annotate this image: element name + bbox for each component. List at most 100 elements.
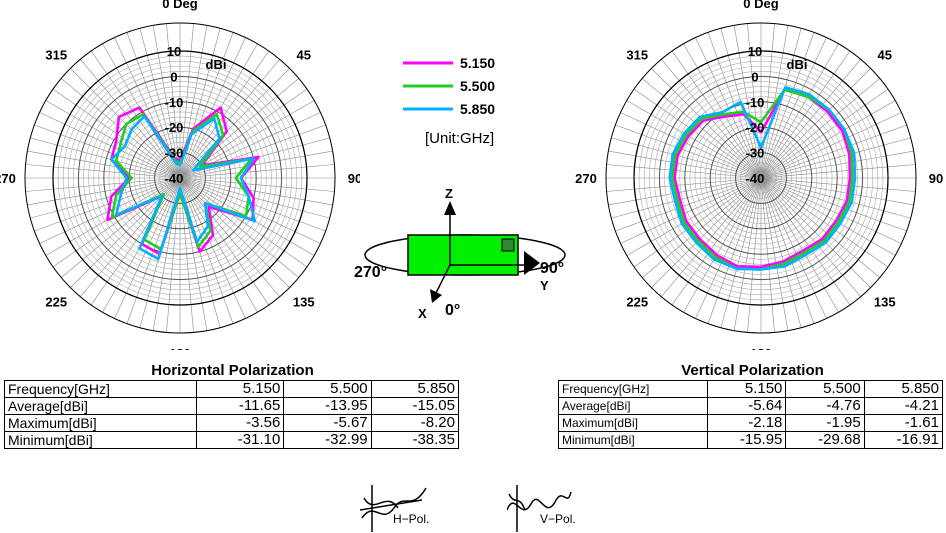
- series-line-5150: [673, 88, 852, 269]
- minor-ring: [139, 137, 221, 219]
- angle-label: 90: [929, 171, 943, 186]
- x-axis: [435, 264, 451, 294]
- major-ring: [154, 152, 206, 204]
- minor-ring: [98, 96, 262, 260]
- angle-label: 0 Deg: [162, 0, 197, 11]
- plot-boundary-ring: [52, 50, 308, 306]
- value-cell: 5.150: [195, 380, 285, 398]
- minor-ring: [62, 60, 298, 296]
- radial-tick-label: -40: [165, 171, 184, 186]
- minor-ring: [745, 162, 777, 194]
- row-header-cell: Average[dBi]: [4, 397, 197, 415]
- radial-tick-label: -30: [165, 146, 184, 161]
- angle-label: 45: [878, 47, 892, 62]
- radial-tick-label: 10: [167, 44, 181, 59]
- radial-tick-label: 10: [748, 44, 762, 59]
- radial-tick-label: -30: [746, 146, 765, 161]
- table-row: Maximum[dBi] -2.18 -1.95 -1.61: [557, 414, 944, 432]
- angle-label: 135: [293, 295, 315, 310]
- horizontal-polarization-table: Frequency[GHz] 5.150 5.500 5.850 Average[dBi…: [4, 380, 460, 449]
- minor-ring: [88, 86, 272, 270]
- angle-label: 45: [297, 47, 311, 62]
- value-cell: 5.500: [785, 380, 865, 398]
- value-cell: -31.10: [195, 431, 285, 449]
- z-arrow-icon: [444, 201, 456, 215]
- value-cell: -2.18: [707, 414, 787, 432]
- minor-ring: [740, 157, 782, 199]
- series-line-5850: [668, 85, 857, 271]
- radial-tick-label: 0: [170, 69, 177, 84]
- series-line-5500: [110, 112, 253, 251]
- table-row: Minimum[dBi] -31.10 -32.99 -38.35: [4, 431, 460, 449]
- angle-label: 180: [169, 346, 191, 350]
- table-row: Average[dBi] -5.64 -4.76 -4.21: [557, 397, 944, 415]
- deg-270-label: 270°: [354, 264, 387, 281]
- radial-tick-label: -10: [165, 95, 184, 110]
- outer-ring: [605, 22, 917, 334]
- deg-0-label: 0°: [445, 302, 460, 319]
- value-cell: -4.76: [785, 397, 865, 415]
- minor-ring: [654, 71, 868, 285]
- minor-ring: [174, 172, 186, 184]
- minor-ring: [694, 111, 828, 245]
- value-cell: -8.20: [370, 414, 460, 432]
- value-cell: -16.91: [863, 431, 944, 449]
- value-cell: -15.95: [707, 431, 787, 449]
- radial-tick-label: -40: [746, 171, 765, 186]
- value-cell: -4.21: [863, 397, 944, 415]
- table-row: Average[dBi] -11.65 -13.95 -15.05: [4, 397, 460, 415]
- value-cell: -15.05: [370, 397, 460, 415]
- radial-tick-label: -20: [165, 120, 184, 135]
- value-cell: -3.56: [195, 414, 285, 432]
- major-ring: [684, 101, 838, 255]
- angle-label: 270: [575, 171, 597, 186]
- vertical-polar-chart: 10 0 -10 -20 -30 -40 dBi 0 Deg 45 90 135 180 225 270 3…: [575, 0, 943, 350]
- value-cell: 5.500: [283, 380, 372, 398]
- h-pol-label: H−Pol.: [393, 512, 430, 526]
- series-line-5850: [110, 115, 257, 261]
- y-arrow-icon: [524, 251, 540, 275]
- vertical-polarization-table: Frequency[GHz] 5.150 5.500 5.850 Average[dBi…: [557, 380, 944, 449]
- value-cell: -13.95: [283, 397, 372, 415]
- angle-label: 225: [45, 295, 67, 310]
- minor-ring: [725, 142, 797, 214]
- radial-tick-label: 0: [751, 69, 758, 84]
- major-ring: [709, 126, 813, 230]
- minor-ring: [149, 147, 211, 209]
- major-ring: [658, 75, 864, 281]
- minor-ring: [679, 96, 843, 260]
- value-cell: 5.850: [863, 380, 944, 398]
- minor-ring: [57, 55, 303, 301]
- value-cell: -5.64: [707, 397, 787, 415]
- antenna-element: [501, 238, 515, 252]
- angle-label: 0 Deg: [743, 0, 778, 11]
- frequency-legend: 5.150 5.500 5.850 [Unit:GHz]: [403, 55, 495, 147]
- angle-label: 315: [45, 47, 67, 62]
- h-pol-symbol: [360, 485, 427, 532]
- angle-label: 315: [626, 47, 648, 62]
- value-cell: -1.61: [863, 414, 944, 432]
- major-ring: [77, 75, 283, 281]
- minor-ring: [113, 111, 247, 245]
- angle-label: 225: [626, 295, 648, 310]
- value-cell: 5.850: [370, 380, 460, 398]
- value-cell: -29.68: [785, 431, 865, 449]
- antenna-orientation-diagram: Z Y X 270° 90° 0°: [354, 186, 566, 321]
- minor-ring: [638, 55, 884, 301]
- z-axis-label: Z: [445, 186, 453, 201]
- y-axis-label: Y: [540, 278, 549, 293]
- minor-ring: [108, 106, 252, 250]
- horizontal-table-title: Horizontal Polarization: [151, 362, 314, 379]
- outer-ring: [24, 22, 336, 334]
- radial-unit-label: dBi: [787, 57, 808, 72]
- minor-ring: [643, 60, 879, 296]
- radial-unit-label: dBi: [206, 57, 227, 72]
- row-header-cell: Frequency[GHz]: [4, 380, 197, 398]
- v-pol-label: V−Pol.: [540, 512, 576, 526]
- row-header-cell: Maximum[dBi]: [4, 414, 197, 432]
- angle-label: 90: [348, 171, 360, 186]
- vertical-table-title: Vertical Polarization: [681, 362, 824, 379]
- minor-ring: [73, 71, 287, 285]
- value-cell: -5.67: [283, 414, 372, 432]
- horizontal-polar-chart: 10 0 -10 -20 -30 -40 dBi 0 Deg 45 90 135 180 225 270 3…: [0, 0, 360, 350]
